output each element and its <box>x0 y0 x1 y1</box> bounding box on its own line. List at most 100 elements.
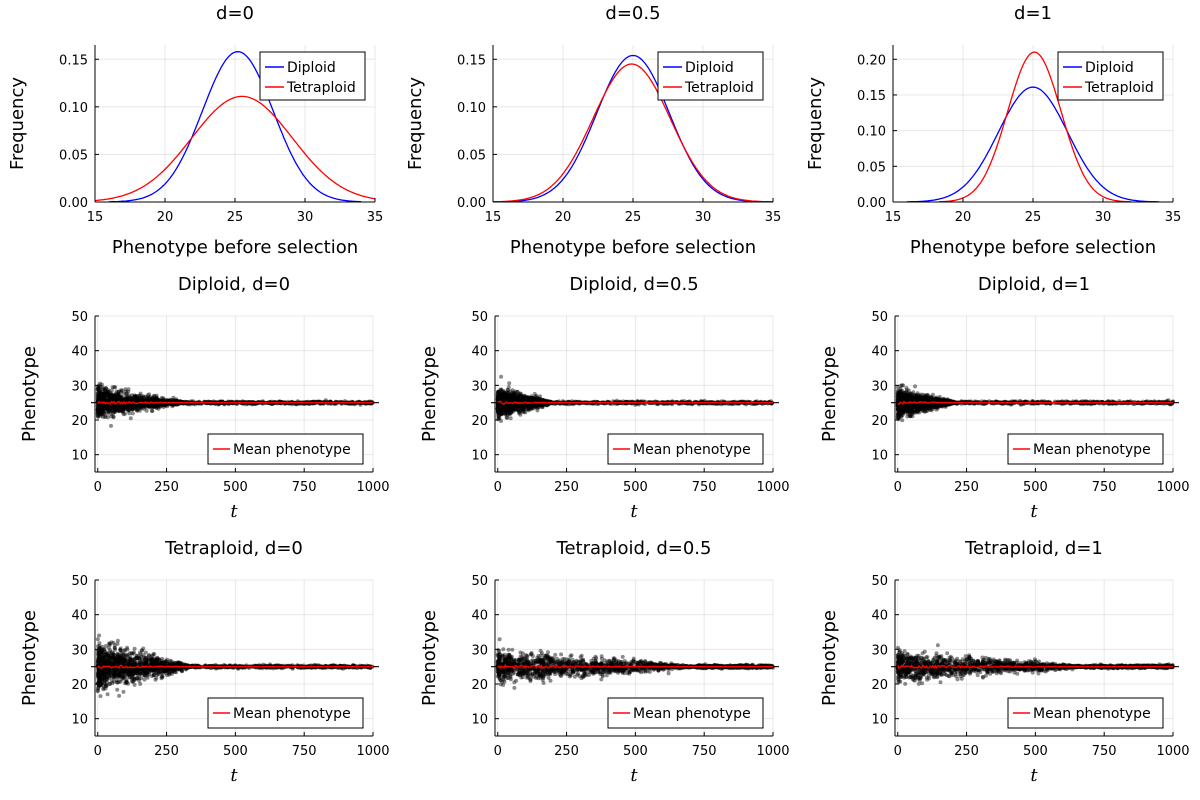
scatter-point <box>900 418 905 423</box>
scatter-point <box>96 397 101 402</box>
y-tick-label: 0.15 <box>457 53 486 68</box>
scatter-point <box>154 406 159 410</box>
scatter-point <box>131 406 136 411</box>
grid-lines <box>95 315 374 472</box>
scatter-point <box>96 395 101 400</box>
y-tick-label: 0.10 <box>59 101 88 116</box>
scatter-point <box>128 398 133 403</box>
y-tick-label: 0.05 <box>857 160 886 175</box>
subplot-title: d=0 <box>216 3 254 24</box>
scatter-point <box>129 403 133 408</box>
x-tick-label: 20 <box>555 210 572 225</box>
scatter-point <box>127 405 131 410</box>
x-tick-label: 0 <box>94 480 102 495</box>
scatter-point <box>132 393 137 398</box>
scatter-point <box>134 399 139 403</box>
scatter-point <box>113 392 118 397</box>
x-tick-label: 1000 <box>356 480 389 495</box>
x-axis-label: t <box>630 501 638 522</box>
scatter-point <box>102 410 107 415</box>
x-axis-label: Phenotype before selection <box>112 237 358 258</box>
y-tick-label: 0.20 <box>857 53 886 68</box>
x-axis-label: Phenotype before selection <box>510 237 756 258</box>
scatter-point <box>100 402 105 407</box>
series-line-diploid <box>493 54 773 203</box>
scatter-point <box>105 399 110 403</box>
scatter-point <box>95 391 100 396</box>
scatter-point <box>114 391 119 396</box>
scatter-point <box>116 405 121 410</box>
scatter-point <box>508 392 513 397</box>
scatter-point <box>132 405 137 410</box>
scatter-point <box>99 392 104 396</box>
scatter-point <box>130 403 135 408</box>
scatter-point <box>118 408 123 413</box>
y-axis-label: Frequency <box>7 77 28 170</box>
scatter-point <box>174 402 179 407</box>
scatter-point <box>96 385 101 390</box>
scatter-point <box>96 403 101 408</box>
x-tick-label: 750 <box>292 480 317 495</box>
scatter-point <box>153 397 158 401</box>
scatter-point <box>96 407 101 412</box>
scatter-point <box>107 407 112 412</box>
scatter-point <box>98 397 103 402</box>
x-tick-label: 30 <box>1095 210 1112 225</box>
scatter-point <box>135 407 140 412</box>
x-tick-label: 30 <box>695 210 712 225</box>
scatter-point <box>150 409 155 413</box>
scatter-point <box>139 404 144 409</box>
scatter-point <box>103 398 108 403</box>
scatter-point <box>153 398 158 403</box>
scatter-point <box>116 406 121 411</box>
legend-label: Mean phenotype <box>233 442 351 458</box>
legend: Mean phenotype <box>607 433 764 465</box>
scatter-point <box>115 397 120 401</box>
x-tick-label: 25 <box>227 210 244 225</box>
scatter-point <box>147 405 152 410</box>
scatter-point <box>529 398 534 403</box>
scatter-point <box>512 406 517 411</box>
scatter-point <box>96 394 101 399</box>
y-tick-label: 50 <box>71 310 88 325</box>
scatter-point <box>106 396 111 401</box>
scatter-point <box>154 398 159 403</box>
scatter-point <box>96 387 101 392</box>
scatter-point <box>110 404 115 409</box>
scatter-point <box>162 403 167 407</box>
scatter-point <box>138 406 143 411</box>
scatter-point <box>162 402 166 407</box>
y-tick-label: 0.00 <box>59 196 88 211</box>
scatter-point <box>116 392 121 397</box>
scatter-point <box>123 411 127 416</box>
scatter-point <box>150 403 155 408</box>
legend-box <box>259 51 366 101</box>
y-tick-label: 0.05 <box>59 148 88 163</box>
scatter-point <box>116 392 121 397</box>
series-line-diploid <box>907 86 1159 203</box>
scatter-point <box>120 406 125 411</box>
scatter-point <box>106 405 111 410</box>
scatter-point <box>97 396 102 401</box>
scatter-point <box>118 406 123 411</box>
scatter-point <box>118 395 123 400</box>
x-tick-label: 1000 <box>756 480 789 495</box>
scatter-point <box>109 411 113 416</box>
scatter-point <box>96 393 101 398</box>
scatter-point <box>151 394 156 399</box>
legend: Mean phenotype <box>207 433 364 465</box>
scatter-point <box>111 408 116 412</box>
scatter-point <box>95 407 100 412</box>
legend-label: Tetraploid <box>684 80 754 96</box>
scatter-point <box>118 408 123 413</box>
scatter-point <box>112 405 117 410</box>
series-line-tetraploid <box>492 63 773 203</box>
scatter-point <box>129 397 134 402</box>
x-tick-label: 30 <box>297 210 314 225</box>
y-tick-label: 30 <box>71 379 88 394</box>
scatter-point <box>133 396 138 401</box>
scatter-point <box>135 397 140 402</box>
scatter-point <box>504 395 509 400</box>
scatter-point <box>99 412 104 417</box>
scatter-point <box>112 398 117 403</box>
